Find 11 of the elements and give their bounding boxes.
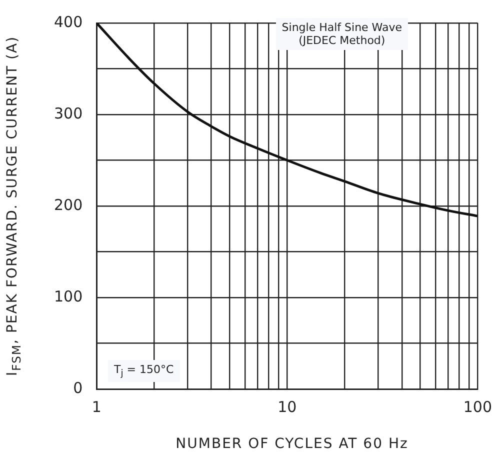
x-tick-label: 100 — [463, 398, 492, 416]
y-tick-label: 400 — [54, 12, 83, 31]
y-tick-label: 300 — [54, 104, 83, 122]
y-tick-label: 0 — [73, 378, 83, 397]
y-tick-label: 200 — [54, 196, 83, 214]
annotation: Single Half Sine Wave (JEDEC Method) — [276, 18, 408, 50]
annotation: T$_{j}$ = 150°C — [108, 360, 180, 382]
x-axis-title: NUMBER OF CYCLES AT 60 Hz — [176, 436, 408, 452]
x-tick-label: 10 — [278, 398, 297, 416]
x-tick-label: 1 — [92, 398, 102, 416]
y-tick-label: 100 — [54, 287, 83, 306]
